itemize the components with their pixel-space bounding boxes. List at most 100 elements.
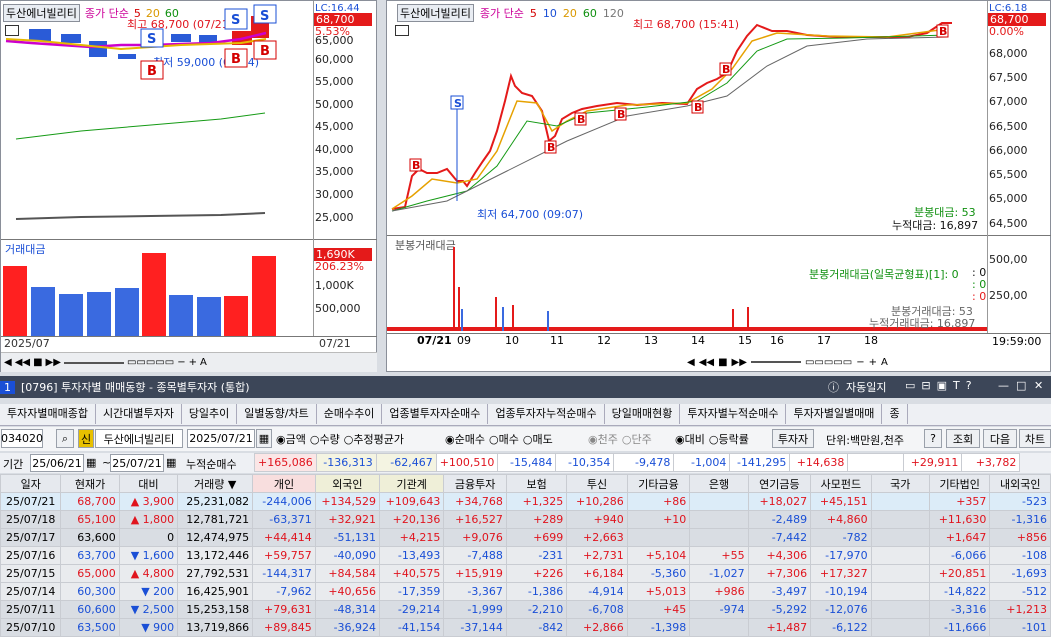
table-row[interactable]: 25/07/10 63,500 ▼ 900 13,719,866 +89,845 -36,…	[0, 618, 1051, 637]
first-icon[interactable]: ◀◀	[14, 357, 31, 368]
tab[interactable]: 당일추이	[182, 404, 238, 424]
column-header[interactable]: 투신	[566, 474, 628, 493]
column-header[interactable]: 내외국인	[989, 474, 1051, 493]
table-cell: +940	[566, 510, 628, 529]
column-header[interactable]: 대비	[118, 474, 179, 493]
tool-icon[interactable]: ▭▭▭▭▭	[804, 356, 853, 368]
tab[interactable]: 투자자별일별매매	[786, 404, 883, 424]
table-row[interactable]: 25/07/17 63,600 0 12,474,975 +44,414 -51,131 +…	[0, 528, 1051, 547]
vol-legend: 분봉거래대금: 53	[891, 305, 973, 318]
prev-icon[interactable]: ◀	[687, 356, 695, 368]
calendar-icon[interactable]: ▦	[86, 456, 97, 469]
table-row[interactable]: 25/07/14 60,300 ▼ 200 16,425,901 -7,962 +40,6…	[0, 582, 1051, 601]
tab[interactable]: 순매수추이	[317, 404, 383, 424]
zoom-in-icon[interactable]: +	[868, 356, 877, 368]
chart-symbol[interactable]: 두산에너빌리티	[3, 4, 80, 22]
radio-thousand[interactable]: ◉천주	[588, 433, 618, 446]
code-input[interactable]: 034020	[1, 429, 43, 448]
auto-journal[interactable]: 자동일지	[846, 381, 887, 394]
minimize-icon[interactable]: —	[998, 379, 1009, 392]
tab[interactable]: 투자자별매매종합	[0, 404, 96, 424]
zoom-out-icon[interactable]: −	[177, 357, 186, 368]
stock-name[interactable]: 두산에너빌리티	[95, 429, 183, 448]
stop-icon[interactable]: ■	[718, 356, 728, 368]
info-icon[interactable]: ⓘ	[828, 381, 839, 394]
tab[interactable]: 업종투자자누적순매수	[488, 404, 605, 424]
tab[interactable]: 업종별투자자순매수	[382, 404, 489, 424]
next-icon[interactable]: ▶▶	[731, 356, 747, 368]
tool-icon[interactable]: ▭▭▭▭▭	[126, 357, 175, 368]
column-header[interactable]: 기관계	[379, 474, 445, 493]
tab[interactable]: 일별동향/차트	[237, 404, 317, 424]
column-header[interactable]: 보험	[505, 474, 568, 493]
prev-icon[interactable]: ◀	[4, 357, 12, 368]
text-size-icon[interactable]: A	[199, 357, 207, 368]
table-cell	[870, 618, 930, 637]
table-row[interactable]: 25/07/16 63,700 ▼ 1,600 13,172,446 +59,757 -4…	[0, 546, 1051, 565]
column-header[interactable]: 개인	[252, 474, 316, 493]
radio-diff[interactable]: ◉대비	[675, 433, 705, 446]
next-button[interactable]: 다음	[983, 429, 1017, 448]
search-icon[interactable]: ⌕	[56, 429, 74, 448]
tab[interactable]: 투자자별누적순매수	[680, 404, 787, 424]
radio-single[interactable]: ○단주	[621, 433, 652, 446]
column-header[interactable]: 금융투자	[443, 474, 507, 493]
zoom-slider[interactable]	[750, 361, 801, 363]
table-row[interactable]: 25/07/15 65,000 ▲ 4,800 27,792,531 -144,317 +…	[0, 564, 1051, 583]
investor-button[interactable]: 투자자	[772, 429, 814, 448]
radio-avg[interactable]: ○추정평균가	[343, 433, 404, 446]
radio-amount[interactable]: ◉금액	[276, 433, 306, 446]
x-tick: 16	[770, 334, 784, 347]
table-row[interactable]: 25/07/11 60,600 ▼ 2,500 15,253,158 +79,631 -4…	[0, 600, 1051, 619]
tab[interactable]: 당일매매현황	[605, 404, 681, 424]
radio-qty[interactable]: ○수량	[309, 433, 340, 446]
query-button[interactable]: 조회	[946, 429, 980, 448]
table-cell: -12,076	[810, 600, 872, 619]
radio-net[interactable]: ◉순매수	[445, 433, 485, 446]
column-header[interactable]: 거래량 ▼	[177, 474, 254, 493]
column-header[interactable]: 은행	[689, 474, 749, 493]
zoom-slider[interactable]	[63, 361, 124, 364]
table-cell: +18,027	[747, 492, 812, 511]
signal-markers: S B S B S B	[140, 4, 277, 80]
first-icon[interactable]: ◀◀	[698, 356, 715, 368]
zoom-out-icon[interactable]: −	[856, 356, 865, 368]
column-header[interactable]: 기타금융	[626, 474, 691, 493]
table-row[interactable]: 25/07/18 65,100 ▲ 1,800 12,781,721 -63,371 +3…	[0, 510, 1051, 529]
grid-icon[interactable]	[5, 25, 19, 36]
column-header[interactable]: 현재가	[60, 474, 120, 493]
date-input[interactable]: 2025/07/21	[187, 429, 255, 448]
chart-symbol[interactable]: 두산에너빌리티	[397, 4, 474, 22]
to-date[interactable]: 25/07/21	[110, 454, 164, 472]
cum-amount-label: 누적대금: 16,897	[892, 219, 979, 232]
close-icon[interactable]: ✕	[1034, 379, 1044, 392]
help-button[interactable]: ?	[924, 429, 942, 448]
radio-sell[interactable]: ○매도	[522, 433, 553, 446]
next-icon[interactable]: ▶▶	[45, 357, 61, 368]
column-header[interactable]: 외국인	[314, 474, 381, 493]
table-cell: +5,104	[626, 546, 691, 565]
from-date[interactable]: 25/06/21	[30, 454, 84, 472]
column-header[interactable]: 국가	[870, 474, 930, 493]
tab[interactable]: 종	[882, 404, 908, 424]
radio-rate[interactable]: ○등락률	[708, 433, 749, 446]
grid-icon[interactable]	[395, 25, 409, 36]
calendar-icon[interactable]: ▦	[256, 429, 272, 448]
text-size-icon[interactable]: A	[880, 356, 888, 368]
tab[interactable]: 시간대별투자자	[96, 404, 182, 424]
chart-button[interactable]: 차트	[1019, 429, 1051, 448]
column-header[interactable]: 연기금등	[747, 474, 812, 493]
zoom-in-icon[interactable]: +	[188, 357, 197, 368]
signal-markers: S B B B B B B B	[409, 24, 949, 201]
maximize-icon[interactable]: □	[1016, 379, 1027, 392]
column-header[interactable]: 기타법인	[928, 474, 991, 493]
radio-buy[interactable]: ○매수	[488, 433, 519, 446]
window-icons[interactable]: ▭⊟▣T?	[905, 379, 978, 392]
column-header[interactable]: 사모펀드	[810, 474, 872, 493]
cum-cell: +3,782	[961, 453, 1021, 472]
table-cell: +45,151	[810, 492, 872, 511]
column-header[interactable]: 일자	[0, 474, 62, 493]
calendar-icon[interactable]: ▦	[166, 456, 177, 469]
stop-icon[interactable]: ■	[33, 357, 43, 368]
table-row[interactable]: 25/07/21 68,700 ▲ 3,900 25,231,082 -244,006 +…	[0, 492, 1051, 511]
